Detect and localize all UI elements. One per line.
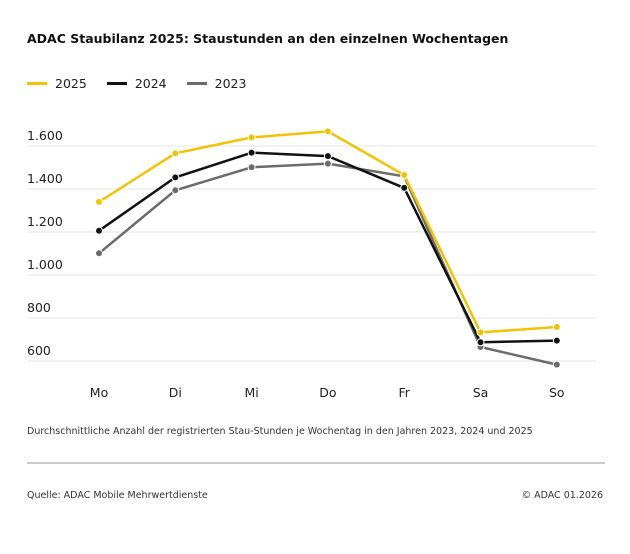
y-tick-label: 800 [27, 300, 51, 315]
legend-label: 2025 [55, 76, 87, 91]
legend-swatch [186, 82, 207, 85]
data-point-2024 [552, 336, 561, 345]
legend-swatch [106, 82, 127, 85]
legend-swatch [27, 82, 47, 85]
data-point-2025 [400, 171, 409, 180]
divider [27, 462, 605, 464]
data-point-2025 [552, 323, 561, 332]
data-point-2025 [95, 197, 103, 206]
series-line-2023 [98, 162, 558, 366]
legend-item-2023: 2023 [186, 76, 247, 91]
legend-label: 2023 [214, 76, 247, 91]
legend-item-2025: 2025 [27, 76, 87, 91]
x-tick-label: So [549, 385, 565, 400]
data-point-2023 [247, 163, 256, 172]
y-tick-label: 1.200 [27, 214, 63, 229]
series-line-2024 [98, 151, 557, 344]
x-tick-label: Do [319, 385, 336, 400]
data-point-2025 [323, 127, 332, 136]
caption: Durchschnittliche Anzahl der registriert… [27, 426, 533, 437]
y-tick-label: 600 [27, 343, 51, 358]
data-point-2025 [247, 133, 256, 142]
x-tick-label: Mi [244, 385, 258, 400]
legend-item-2024: 2024 [106, 76, 167, 91]
x-tick-label: Sa [473, 385, 489, 400]
x-tick-label: Mo [90, 385, 108, 400]
data-point-2024 [323, 152, 332, 161]
x-tick-label: Fr [398, 385, 410, 400]
source: Quelle: ADAC Mobile Mehrwertdienste [27, 490, 208, 501]
data-point-2023 [552, 360, 561, 369]
copyright: © ADAC 01.2026 [521, 490, 603, 501]
data-point-2023 [323, 159, 332, 168]
x-tick-label: Di [169, 385, 182, 400]
data-point-2024 [476, 338, 485, 347]
data-point-2023 [171, 186, 180, 195]
y-tick-label: 1.400 [27, 171, 63, 186]
data-point-2024 [400, 183, 409, 192]
y-tick-label: 1.600 [27, 128, 63, 143]
data-point-2024 [247, 148, 256, 157]
chart-title: ADAC Staubilanz 2025: Staustunden an den… [27, 31, 509, 46]
data-point-2025 [476, 328, 485, 337]
legend-label: 2024 [134, 76, 167, 91]
y-tick-label: 1.000 [27, 257, 63, 272]
data-point-2025 [171, 149, 180, 158]
data-point-2024 [95, 226, 103, 235]
data-point-2024 [171, 173, 180, 182]
legend: 2025 2024 2023 [27, 76, 246, 91]
data-point-2023 [95, 249, 103, 258]
